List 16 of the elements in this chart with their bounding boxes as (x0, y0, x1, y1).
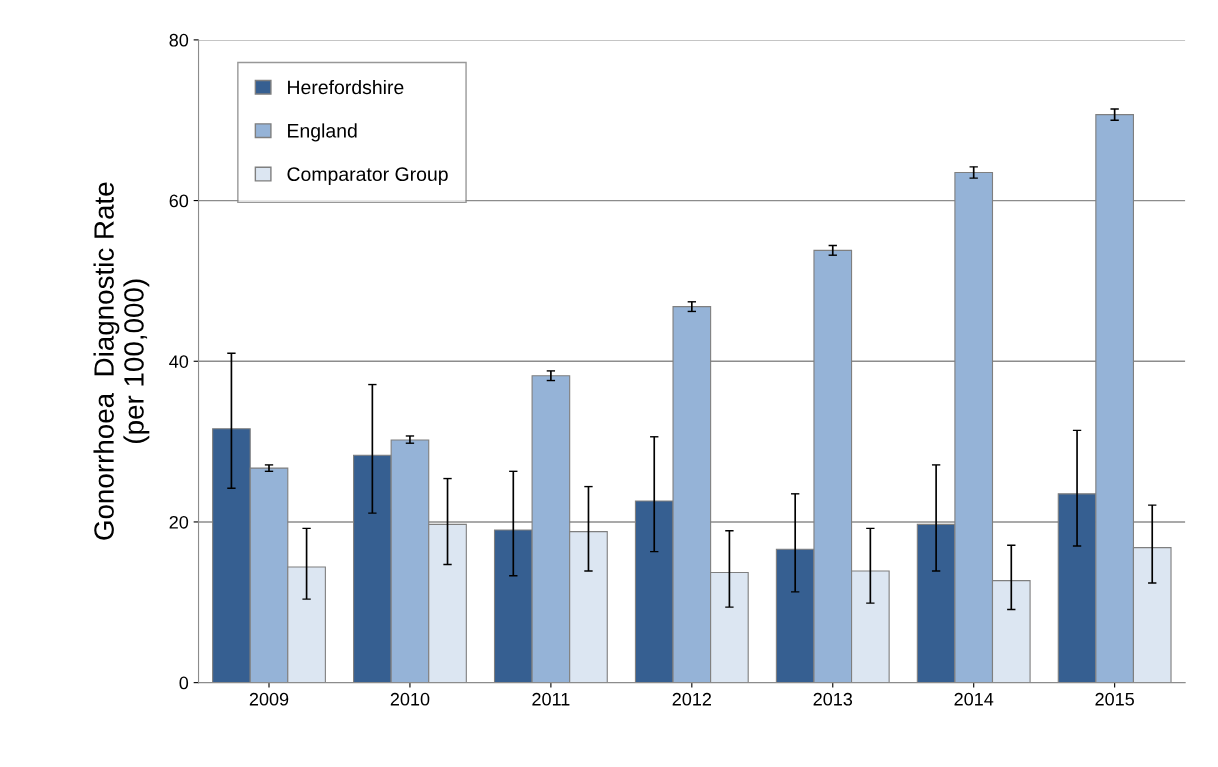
x-tick-label: 2011 (532, 692, 570, 706)
legend-label: Comparator Group (287, 167, 448, 185)
x-tick-label: 2010 (390, 692, 430, 706)
legend-label: England (288, 123, 357, 142)
x-tick-label: 2013 (813, 692, 853, 706)
legend-label: Herefordshire (288, 79, 404, 95)
x-tick-label: 2012 (672, 692, 711, 706)
y-axis-title: Gonorrhoea Diagnostic Rate (per 100,000) (93, 182, 150, 540)
y-tick-label: 40 (169, 355, 189, 368)
x-tick-label: 2014 (954, 692, 994, 706)
y-tick-label: 60 (169, 194, 189, 208)
y-tick-label: 80 (169, 33, 189, 47)
x-tick-label: 2015 (1095, 692, 1134, 706)
y-tick-label: 0 (179, 676, 189, 690)
y-tick-label: 20 (169, 515, 189, 529)
x-tick-label: 2009 (249, 692, 289, 706)
